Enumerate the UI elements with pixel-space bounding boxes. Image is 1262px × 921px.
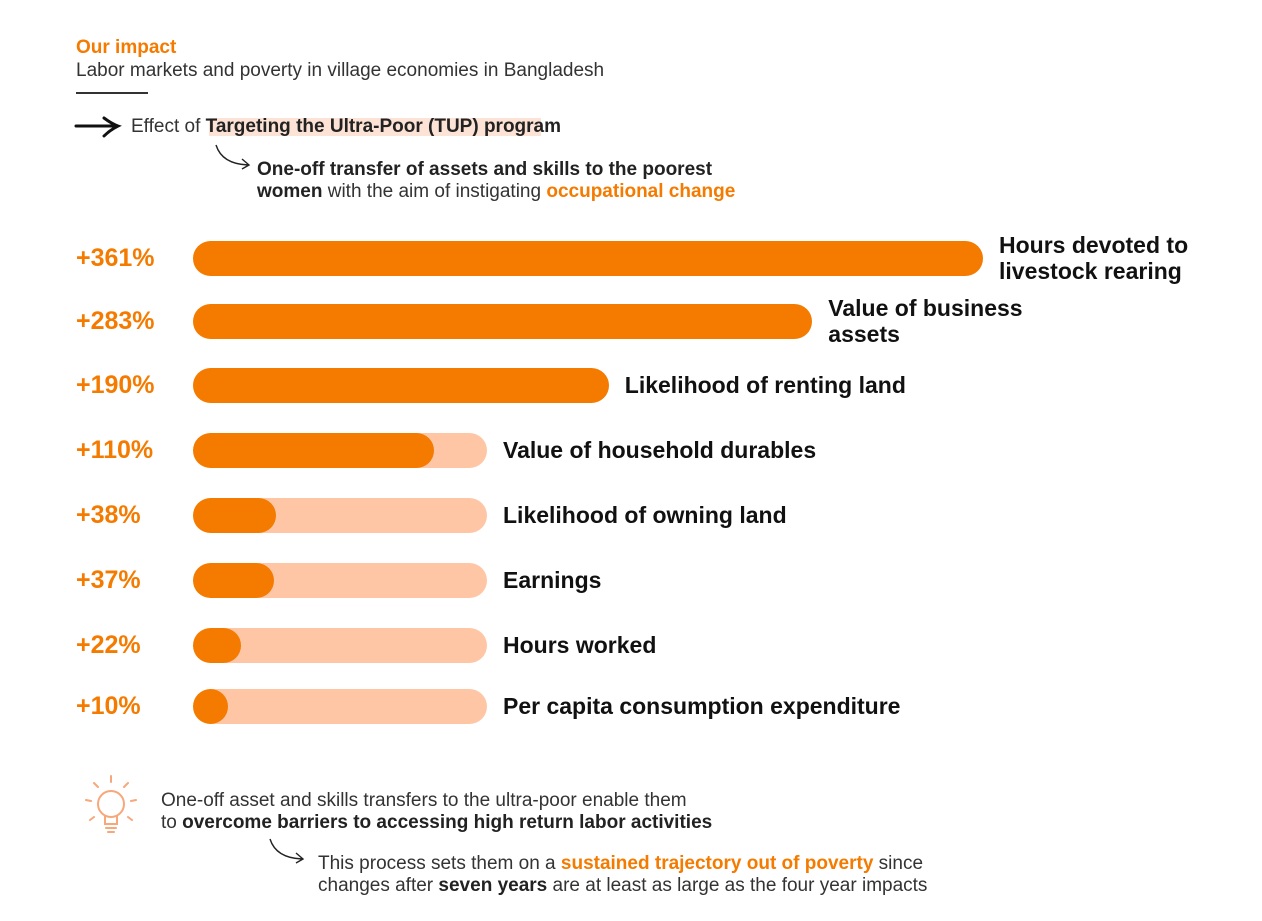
bar-track bbox=[195, 688, 487, 724]
text-line: changes after seven years are at least a… bbox=[318, 875, 927, 897]
highlight bbox=[209, 118, 541, 136]
category-label: Hours worked bbox=[503, 632, 657, 658]
category-label: Value of business assets bbox=[828, 295, 1023, 347]
subtitle: Labor markets and poverty in village eco… bbox=[76, 60, 605, 81]
program-text: Effect of Targeting the Ultra-Poor (TUP)… bbox=[131, 116, 561, 138]
arrow bbox=[74, 116, 122, 138]
category-label: Value of household durables bbox=[503, 437, 817, 463]
text-segment: This process sets them on a bbox=[318, 853, 561, 874]
text-segment: sustained trajectory out of poverty bbox=[560, 853, 874, 874]
category-label: Likelihood of owning land bbox=[503, 502, 787, 528]
bar bbox=[193, 688, 228, 724]
value-label: +22% bbox=[76, 631, 141, 659]
value-label: +110% bbox=[76, 436, 154, 464]
text-segment: are at least as large as the four year i… bbox=[547, 875, 928, 896]
text-segment: overcome barriers to accessing high retu… bbox=[182, 812, 713, 833]
bar bbox=[193, 367, 609, 403]
text-segment: to bbox=[161, 812, 183, 833]
bar bbox=[193, 497, 277, 533]
text-segment: One-off transfer of assets and skills to… bbox=[257, 159, 713, 180]
text-line: women with the aim of instigating occupa… bbox=[257, 181, 735, 203]
footer-note: This process sets them on a sustained tr… bbox=[318, 853, 927, 897]
text-segment: since bbox=[873, 853, 924, 874]
program-note: One-off transfer of assets and skills to… bbox=[257, 159, 735, 203]
bar-track bbox=[195, 627, 487, 663]
lightbulb-icon bbox=[85, 775, 137, 833]
bar bbox=[193, 240, 983, 276]
value-label: +38% bbox=[76, 501, 141, 529]
bar bbox=[193, 627, 242, 663]
curved-arrow bbox=[215, 144, 251, 170]
text-segment: seven years bbox=[438, 875, 548, 896]
value-label: +190% bbox=[76, 371, 155, 399]
bar bbox=[193, 562, 274, 598]
text-segment: One-off asset and skills transfers to th… bbox=[161, 790, 687, 811]
text-line: to overcome barriers to accessing high r… bbox=[161, 812, 712, 834]
text-segment: occupational change bbox=[546, 181, 736, 202]
category-label: Per capita consumption expenditure bbox=[503, 693, 901, 719]
text-segment: Effect of bbox=[131, 116, 206, 137]
curved-arrow bbox=[269, 838, 305, 864]
text-segment: changes after bbox=[318, 875, 439, 896]
category-label: Hours devoted to livestock rearing bbox=[999, 232, 1189, 284]
footer-text: One-off asset and skills transfers to th… bbox=[161, 790, 712, 834]
value-label: +283% bbox=[76, 307, 155, 335]
bar bbox=[193, 303, 813, 339]
text-segment: women bbox=[257, 181, 323, 202]
text-line: One-off asset and skills transfers to th… bbox=[161, 790, 712, 812]
rule bbox=[76, 92, 148, 94]
value-label: +10% bbox=[76, 692, 141, 720]
bar bbox=[193, 432, 434, 468]
title: Our impact bbox=[76, 37, 177, 58]
category-label: Likelihood of renting land bbox=[624, 372, 906, 398]
category-label: Earnings bbox=[503, 567, 602, 593]
text-line: This process sets them on a sustained tr… bbox=[318, 853, 927, 875]
value-label: +37% bbox=[76, 566, 141, 594]
text-line: One-off transfer of assets and skills to… bbox=[257, 159, 735, 181]
text-segment: Targeting the Ultra-Poor (TUP) program bbox=[205, 116, 562, 137]
value-label: +361% bbox=[76, 244, 155, 272]
text-segment: with the aim of instigating bbox=[322, 181, 547, 202]
